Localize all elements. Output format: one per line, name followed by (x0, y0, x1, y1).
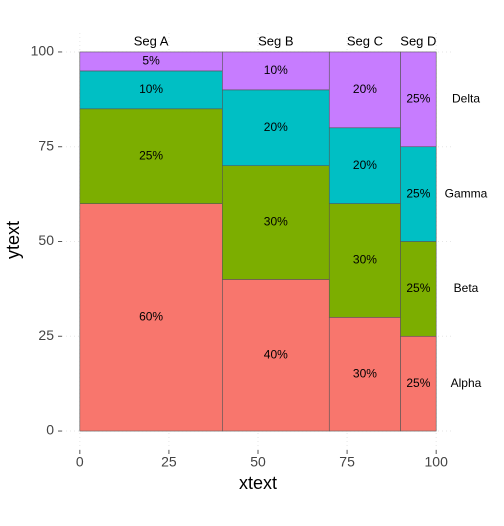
mosaic-cell (222, 89, 330, 166)
segment-label: Seg D (400, 34, 436, 49)
value-label: 25% (406, 92, 430, 106)
x-tick-label: 0 (76, 454, 84, 470)
y-tick-label: 100 (31, 43, 55, 59)
series-label: Gamma (445, 186, 488, 200)
y-tick-label: 0 (46, 422, 54, 438)
value-label: 20% (353, 158, 377, 172)
value-label: 10% (139, 82, 163, 96)
y-tick-label: 75 (38, 137, 54, 153)
value-label: 30% (353, 366, 377, 380)
x-tick-label: 100 (425, 454, 449, 470)
mosaic-cell (328, 51, 401, 129)
segment-label: Seg C (347, 34, 383, 49)
value-label: 25% (406, 186, 430, 200)
y-axis-title: ytext (3, 221, 23, 259)
mosaic-cell (400, 335, 437, 432)
value-label: 40% (264, 347, 288, 361)
value-label: 10% (264, 63, 288, 77)
value-label: 20% (353, 82, 377, 96)
y-tick-label: 25 (38, 327, 54, 343)
value-label: 20% (264, 120, 288, 134)
value-label: 25% (139, 148, 163, 162)
mosaic-cell (400, 51, 437, 148)
x-tick-label: 50 (250, 454, 266, 470)
series-label: Delta (452, 92, 480, 106)
mosaic-cell (328, 203, 401, 318)
value-label: 60% (139, 309, 163, 323)
mosaic-cell (222, 279, 330, 432)
value-label: 30% (353, 253, 377, 267)
y-tick-label: 50 (38, 232, 54, 248)
value-label: 25% (406, 376, 430, 390)
mosaic-cell (400, 146, 437, 242)
x-tick-label: 75 (339, 454, 355, 470)
mosaic-cell (328, 127, 401, 204)
series-label: Beta (454, 281, 479, 295)
x-tick-label: 25 (161, 454, 177, 470)
mosaic-cell (79, 70, 223, 110)
value-label: 25% (406, 281, 430, 295)
mosaic-cell (222, 165, 330, 280)
mosaic-cell (222, 51, 330, 91)
segment-label: Seg A (134, 34, 169, 49)
mosaic-cell (400, 241, 437, 337)
mosaic-cell (79, 203, 223, 432)
value-label: 30% (264, 215, 288, 229)
mosaic-cell (79, 108, 223, 204)
value-label: 5% (142, 54, 160, 68)
series-label: Alpha (451, 376, 482, 390)
x-axis-title: xtext (239, 473, 277, 493)
segment-label: Seg B (258, 34, 293, 49)
